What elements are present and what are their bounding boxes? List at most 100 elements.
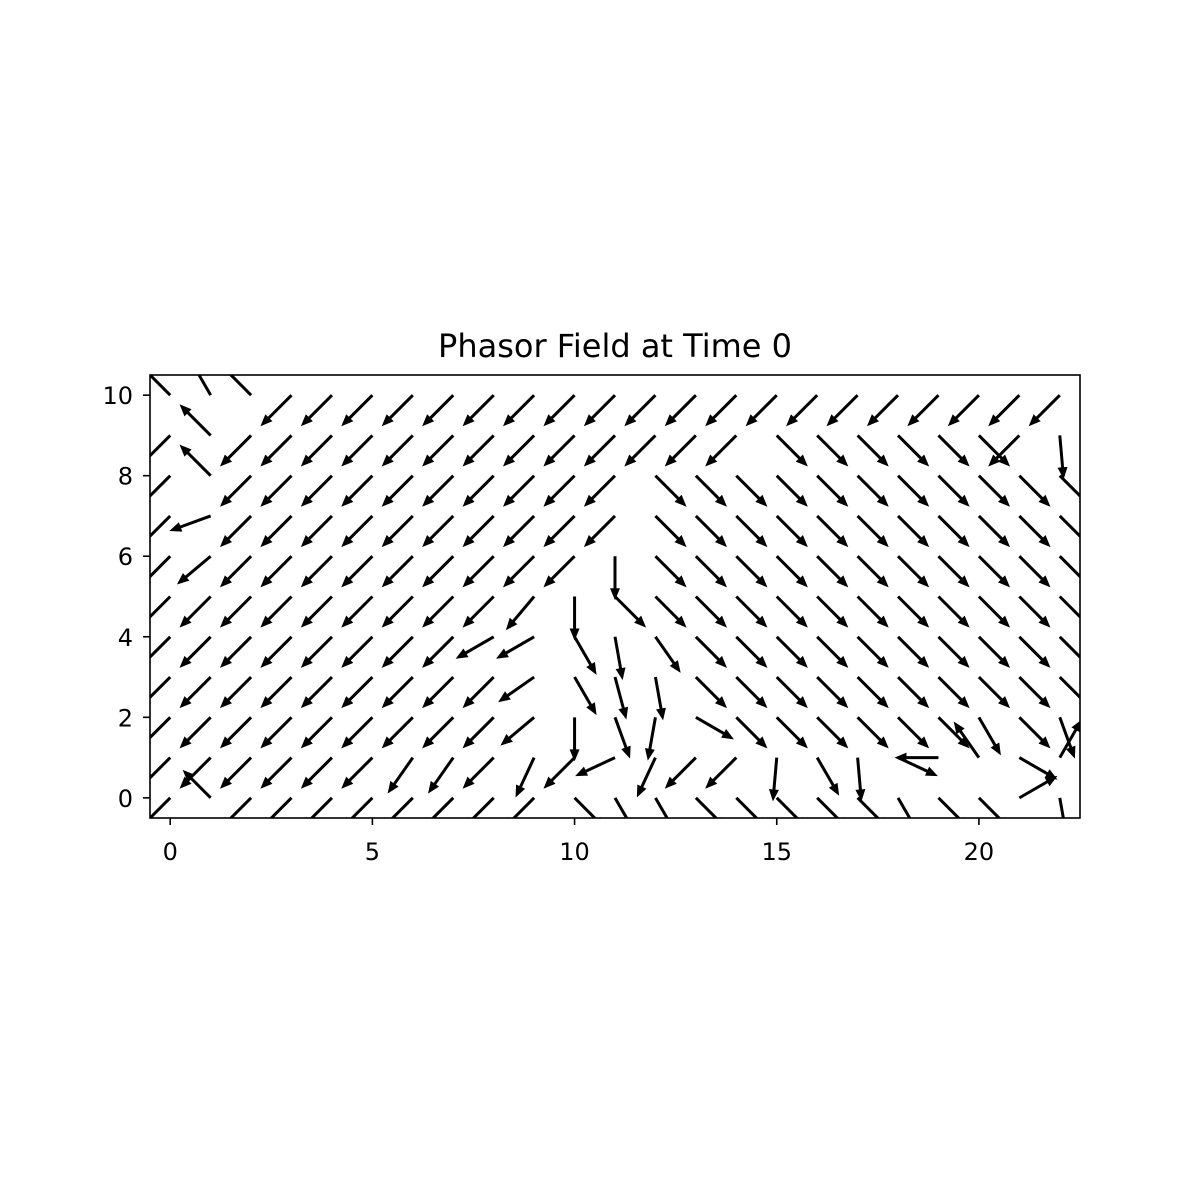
quiver-arrow xyxy=(856,635,889,668)
quiver-arrow xyxy=(977,595,1011,628)
quiver-arrow xyxy=(1058,474,1080,507)
quiver-arrow xyxy=(866,394,900,427)
quiver-arrow xyxy=(150,635,172,668)
quiver-arrow xyxy=(613,595,647,628)
quiver-arrow xyxy=(387,756,415,794)
quiver-arrow xyxy=(341,514,374,548)
quiver-arrow xyxy=(341,394,374,427)
quiver-arrow xyxy=(816,675,849,709)
quiver-arrow xyxy=(422,434,455,467)
quiver-arrow xyxy=(381,474,414,507)
quiver-arrow xyxy=(422,796,455,818)
quiver-arrow xyxy=(1058,595,1080,628)
arrow-layer xyxy=(150,375,1080,818)
quiver-arrow xyxy=(260,394,293,427)
quiver-arrow xyxy=(462,474,495,507)
quiver-arrow xyxy=(775,595,808,628)
x-tick-label: 10 xyxy=(559,838,590,866)
quiver-arrow xyxy=(179,404,212,437)
quiver-arrow xyxy=(947,394,980,427)
quiver-arrow xyxy=(856,555,889,588)
quiver-arrow xyxy=(816,474,849,507)
quiver-arrow xyxy=(937,555,970,588)
quiver-arrow xyxy=(610,556,620,601)
quiver-arrow xyxy=(896,434,930,467)
quiver-arrow xyxy=(735,635,768,668)
quiver-arrow xyxy=(654,474,687,507)
quiver-arrow xyxy=(735,675,768,709)
quiver-arrow xyxy=(341,756,374,789)
quiver-arrow xyxy=(745,394,778,427)
quiver-arrow xyxy=(937,635,970,668)
quiver-arrow xyxy=(937,434,970,467)
quiver-arrow xyxy=(977,474,1011,507)
quiver-arrow xyxy=(300,635,334,668)
quiver-arrow xyxy=(503,394,536,427)
x-tick-label: 5 xyxy=(365,838,380,866)
quiver-arrow xyxy=(150,514,172,548)
quiver-arrow xyxy=(816,716,849,749)
quiver-arrow xyxy=(505,595,536,631)
quiver-arrow xyxy=(179,716,212,749)
quiver-arrow xyxy=(341,434,374,467)
quiver-arrow xyxy=(462,796,495,818)
quiver-arrow xyxy=(150,716,172,749)
quiver-arrow xyxy=(422,514,455,548)
quiver-arrow xyxy=(937,716,970,749)
quiver-arrow xyxy=(300,474,334,507)
y-tick-label: 6 xyxy=(118,543,133,571)
quiver-arrow xyxy=(775,474,808,507)
quiver-arrow xyxy=(260,474,293,507)
quiver-arrow xyxy=(977,434,1011,467)
quiver-arrow xyxy=(937,595,970,628)
quiver-arrow xyxy=(815,756,840,796)
quiver-arrow xyxy=(855,757,866,802)
quiver-arrow xyxy=(503,434,536,467)
quiver-arrow xyxy=(150,595,172,628)
quiver-arrow xyxy=(543,474,576,507)
quiver-arrow xyxy=(260,675,293,709)
quiver-arrow xyxy=(515,756,536,798)
quiver-arrow xyxy=(341,474,374,507)
quiver-arrow xyxy=(381,514,414,548)
quiver-arrow xyxy=(422,394,455,427)
quiver-arrow xyxy=(775,514,808,548)
quiver-arrow xyxy=(1018,775,1058,800)
quiver-arrow xyxy=(462,675,495,709)
quiver-arrow xyxy=(664,434,697,467)
quiver-arrow xyxy=(735,474,768,507)
quiver-arrow xyxy=(977,555,1011,588)
quiver-arrow xyxy=(816,555,849,588)
quiver-arrow xyxy=(775,555,808,588)
y-tick-label: 8 xyxy=(118,463,133,491)
quiver-arrow xyxy=(894,752,939,763)
quiver-arrow xyxy=(341,635,374,668)
quiver-arrow xyxy=(422,675,455,709)
quiver-arrow xyxy=(381,675,414,709)
quiver-arrow xyxy=(977,635,1011,668)
quiver-arrow xyxy=(422,595,455,628)
quiver-arrow xyxy=(977,514,1011,548)
quiver-arrow xyxy=(816,635,849,668)
quiver-arrow xyxy=(816,796,849,818)
quiver-arrow xyxy=(462,434,495,467)
quiver-arrow xyxy=(695,716,734,740)
quiver-arrow xyxy=(260,796,293,818)
quiver-arrow xyxy=(977,675,1011,709)
quiver-arrow xyxy=(219,716,253,749)
quiver-arrow xyxy=(1018,716,1051,749)
quiver-arrow xyxy=(896,635,930,668)
quiver-arrow xyxy=(1058,555,1080,588)
quiver-arrow xyxy=(735,555,768,588)
quiver-arrow xyxy=(300,716,334,749)
quiver-arrow xyxy=(705,394,738,427)
quiver-arrow xyxy=(503,796,536,818)
quiver-arrow xyxy=(1058,635,1080,668)
quiver-arrow xyxy=(300,514,334,548)
quiver-arrow xyxy=(569,717,580,762)
quiver-arrow xyxy=(300,756,334,789)
quiver-arrow xyxy=(816,595,849,628)
quiver-arrow xyxy=(179,635,212,668)
quiver-arrow xyxy=(573,636,597,675)
